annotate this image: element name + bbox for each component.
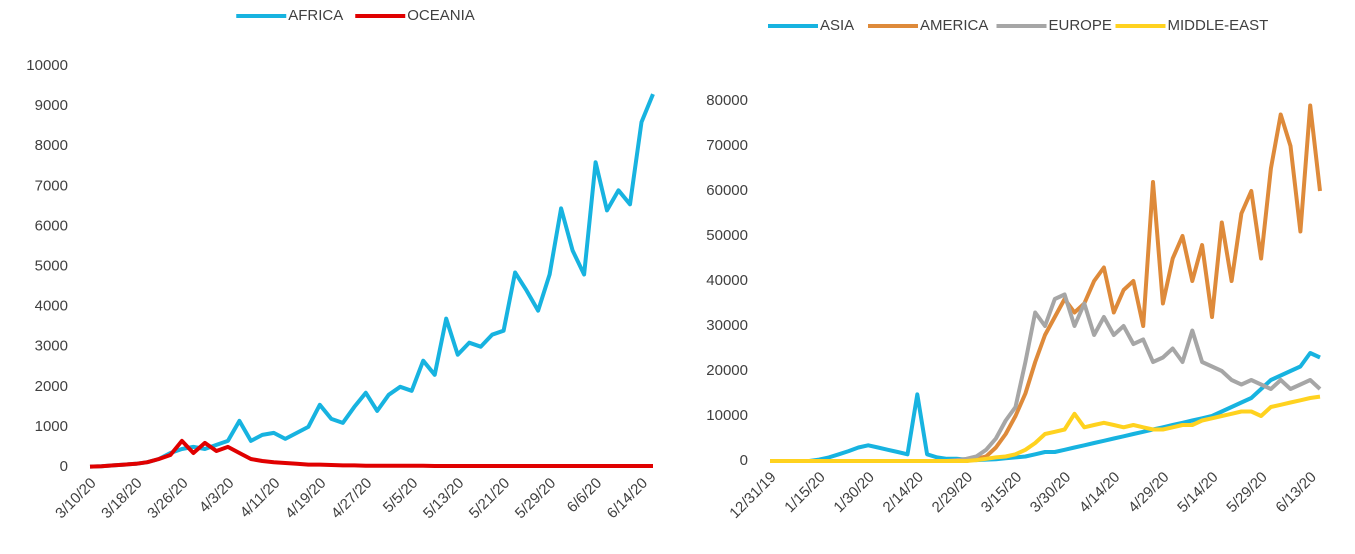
y-tick-label: 6000 bbox=[35, 217, 68, 234]
x-tick-label: 3/26/20 bbox=[144, 475, 191, 522]
y-tick-label: 2000 bbox=[35, 378, 68, 395]
y-tick-label: 40000 bbox=[706, 272, 748, 289]
y-tick-label: 7000 bbox=[35, 177, 68, 194]
y-tick-label: 50000 bbox=[706, 227, 748, 244]
x-tick-label: 3/10/20 bbox=[52, 475, 99, 522]
x-tick-label: 5/29/20 bbox=[512, 475, 559, 522]
x-tick-label: 12/31/19 bbox=[726, 469, 779, 522]
x-tick-label: 2/14/20 bbox=[880, 469, 927, 516]
series-line bbox=[770, 351, 1321, 463]
y-tick-label: 8000 bbox=[35, 137, 68, 154]
legend-label: EUROPE bbox=[1049, 17, 1112, 34]
legend-label: AFRICA bbox=[288, 7, 343, 24]
legend-label: AMERICA bbox=[920, 17, 988, 34]
x-tick-label: 4/3/20 bbox=[196, 475, 238, 517]
x-tick-label: 6/13/20 bbox=[1272, 469, 1319, 516]
x-tick-label: 1/30/20 bbox=[830, 469, 877, 516]
x-tick-label: 5/29/20 bbox=[1223, 469, 1270, 516]
y-tick-label: 80000 bbox=[706, 92, 748, 109]
legend-label: OCEANIA bbox=[407, 7, 475, 24]
y-tick-label: 3000 bbox=[35, 338, 68, 355]
x-tick-label: 4/14/20 bbox=[1076, 469, 1123, 516]
y-tick-label: 60000 bbox=[706, 182, 748, 199]
x-tick-label: 5/14/20 bbox=[1174, 469, 1221, 516]
x-tick-label: 5/21/20 bbox=[466, 475, 513, 522]
x-tick-label: 4/19/20 bbox=[282, 475, 329, 522]
series-line bbox=[89, 438, 653, 469]
x-tick-label: 3/30/20 bbox=[1027, 469, 1074, 516]
x-tick-label: 6/14/20 bbox=[604, 475, 651, 522]
x-tick-label: 4/11/20 bbox=[237, 475, 284, 522]
y-tick-label: 70000 bbox=[706, 137, 748, 154]
x-tick-label: 5/13/20 bbox=[420, 475, 467, 522]
series-line bbox=[770, 103, 1322, 463]
x-tick-label: 1/15/20 bbox=[781, 469, 828, 516]
y-tick-label: 0 bbox=[740, 452, 748, 469]
y-tick-label: 10000 bbox=[26, 57, 68, 74]
x-tick-label: 3/18/20 bbox=[98, 475, 145, 522]
y-tick-label: 20000 bbox=[706, 362, 748, 379]
y-tick-label: 9000 bbox=[35, 97, 68, 114]
legend-label: ASIA bbox=[820, 17, 854, 34]
y-tick-label: 10000 bbox=[706, 407, 748, 424]
y-tick-label: 4000 bbox=[35, 298, 68, 315]
x-tick-label: 2/29/20 bbox=[929, 469, 976, 516]
x-tick-label: 4/27/20 bbox=[328, 475, 375, 522]
x-tick-label: 3/15/20 bbox=[978, 469, 1025, 516]
y-tick-label: 1000 bbox=[35, 418, 68, 435]
x-tick-label: 4/29/20 bbox=[1125, 469, 1172, 516]
y-tick-label: 0 bbox=[60, 458, 68, 475]
legend-label: MIDDLE-EAST bbox=[1168, 17, 1269, 34]
x-tick-label: 6/6/20 bbox=[564, 475, 606, 517]
series-line bbox=[770, 394, 1321, 463]
series-line bbox=[89, 93, 655, 469]
x-tick-label: 5/5/20 bbox=[380, 475, 422, 517]
y-tick-label: 30000 bbox=[706, 317, 748, 334]
y-tick-label: 5000 bbox=[35, 257, 68, 274]
